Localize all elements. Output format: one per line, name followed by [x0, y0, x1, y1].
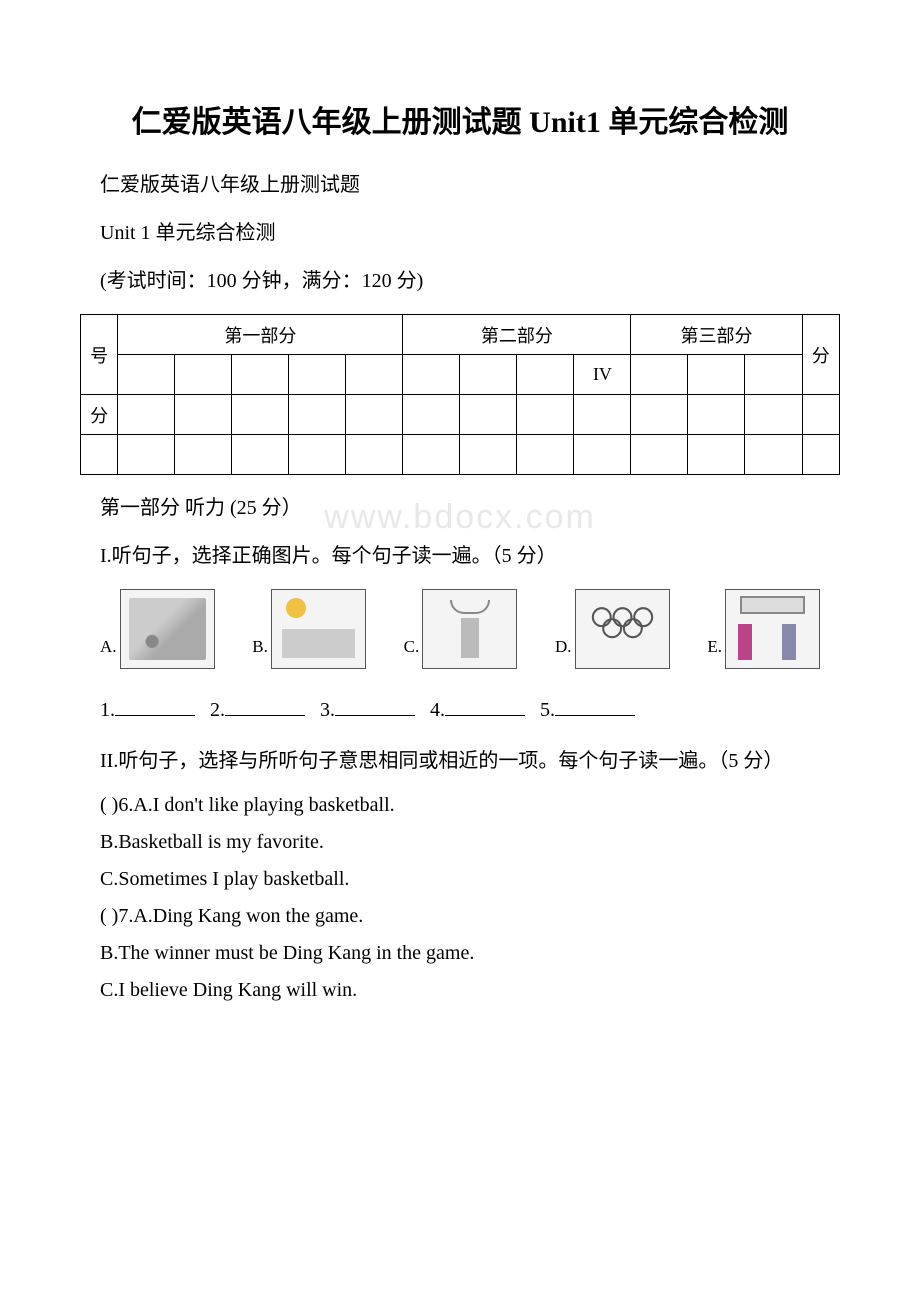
blank-num: 1. — [100, 699, 115, 721]
pic-label: D. — [555, 637, 572, 657]
row-label-hao: 号 — [81, 315, 118, 395]
cell — [403, 395, 460, 435]
q6-line-b: B.Basketball is my favorite. — [100, 831, 860, 854]
cell — [802, 395, 840, 435]
cell — [289, 355, 346, 395]
soccer-icon — [120, 589, 215, 669]
cell — [175, 435, 232, 475]
cell — [289, 435, 346, 475]
total-header: 分 — [802, 315, 840, 395]
cell — [403, 355, 460, 395]
blank-underline — [225, 715, 305, 716]
q6-line-a: ( )6.A.I don't like playing basketball. — [100, 794, 860, 817]
q7-line-a: ( )7.A.Ding Kang won the game. — [100, 905, 860, 928]
cell — [745, 395, 802, 435]
cell — [346, 395, 403, 435]
cell — [745, 435, 802, 475]
picture-choice-b: B. — [252, 589, 366, 669]
cell — [460, 355, 517, 395]
cell — [688, 355, 745, 395]
section1-instruction: I.听句子，选择正确图片。每个句子读一遍。（5 分） — [100, 541, 860, 571]
olympic-rings-icon — [575, 589, 670, 669]
picture-choice-c: C. — [404, 589, 518, 669]
blank-num: 3. — [320, 699, 335, 721]
cell — [232, 355, 289, 395]
basketball-icon — [422, 589, 517, 669]
part1-header: 第一部分 — [118, 315, 403, 355]
cell — [574, 435, 631, 475]
listening-header-block: www.bdocx.com 第一部分 听力 (25 分） I.听句子，选择正确图… — [60, 493, 860, 571]
page-title: 仁爱版英语八年级上册测试题 Unit1 单元综合检测 — [60, 100, 860, 145]
cell — [118, 435, 175, 475]
header-line-1: 仁爱版英语八年级上册测试题 — [100, 170, 860, 200]
cell — [517, 355, 574, 395]
table-row — [81, 435, 840, 475]
cell — [175, 395, 232, 435]
cell — [118, 395, 175, 435]
cell-iv: IV — [574, 355, 631, 395]
cell — [289, 395, 346, 435]
cell — [346, 435, 403, 475]
blank-underline — [555, 715, 635, 716]
listening-heading: 第一部分 听力 (25 分） — [100, 493, 860, 523]
picture-choices-row: A. B. C. D. E. — [100, 589, 820, 669]
cell — [460, 435, 517, 475]
pic-label: A. — [100, 637, 117, 657]
cell — [631, 395, 688, 435]
lightbulb-icon — [271, 589, 366, 669]
cell — [118, 355, 175, 395]
cell — [517, 395, 574, 435]
header-line-3: (考试时间：100 分钟，满分：120 分) — [100, 266, 860, 296]
header-line-2: Unit 1 单元综合检测 — [100, 218, 860, 248]
q7-line-b: B.The winner must be Ding Kang in the ga… — [100, 942, 860, 965]
part2-header: 第二部分 — [403, 315, 631, 355]
cell — [745, 355, 802, 395]
cell — [81, 435, 118, 475]
blank-underline — [445, 715, 525, 716]
blank-num: 4. — [430, 699, 445, 721]
q6-line-c: C.Sometimes I play basketball. — [100, 868, 860, 891]
pic-label: B. — [252, 637, 268, 657]
picture-choice-a: A. — [100, 589, 215, 669]
blank-underline — [335, 715, 415, 716]
picture-choice-d: D. — [555, 589, 670, 669]
cell — [175, 355, 232, 395]
two-people-icon — [725, 589, 820, 669]
cell — [688, 395, 745, 435]
score-table: 号 第一部分 第二部分 第三部分 分 IV 分 — [80, 314, 840, 475]
blank-underline — [115, 715, 195, 716]
cell — [802, 435, 840, 475]
table-row: 号 第一部分 第二部分 第三部分 分 — [81, 315, 840, 355]
picture-choice-e: E. — [707, 589, 820, 669]
cell — [232, 395, 289, 435]
cell — [631, 355, 688, 395]
table-row: 分 — [81, 395, 840, 435]
cell — [403, 435, 460, 475]
pic-label: C. — [404, 637, 420, 657]
cell — [631, 435, 688, 475]
answer-blanks-line: 1. 2. 3. 4. 5. — [100, 699, 860, 722]
cell — [517, 435, 574, 475]
cell — [460, 395, 517, 435]
table-row: IV — [81, 355, 840, 395]
part3-header: 第三部分 — [631, 315, 802, 355]
cell — [346, 355, 403, 395]
cell — [232, 435, 289, 475]
q7-line-c: C.I believe Ding Kang will win. — [100, 979, 860, 1002]
cell — [688, 435, 745, 475]
section2-instruction: II.听句子，选择与所听句子意思相同或相近的一项。每个句子读一遍。（5 分） — [100, 746, 860, 776]
pic-label: E. — [707, 637, 722, 657]
cell — [574, 395, 631, 435]
blank-num: 5. — [540, 699, 555, 721]
row-label-fen: 分 — [81, 395, 118, 435]
blank-num: 2. — [210, 699, 225, 721]
